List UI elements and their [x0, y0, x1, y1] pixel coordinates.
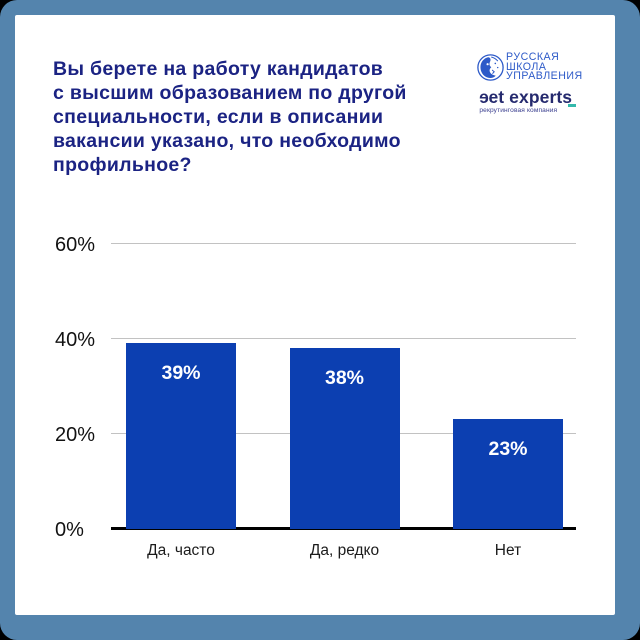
- bar-value-label-1: 39%: [161, 361, 201, 384]
- category-label-1: Да, часто: [147, 541, 215, 559]
- category-label-3: Нет: [494, 541, 522, 559]
- y-tick-label-0: 0%: [55, 519, 84, 541]
- bar-3: 23%: [453, 419, 563, 529]
- getexperts-tagline: рекрутинговая компания: [479, 107, 558, 115]
- gridline-40: [111, 338, 576, 339]
- rshu-wordmark-line: ШКОЛА: [506, 60, 547, 73]
- bar-value-label-3: 23%: [488, 437, 528, 460]
- bar-value-label-2: 38%: [324, 366, 365, 389]
- y-tick-label-60: 60%: [55, 234, 96, 256]
- rshu-wordmark-line: РУССКАЯ: [506, 51, 560, 63]
- chart-question-title: Вы берете на работу кандидатов с высшим о…: [53, 57, 473, 177]
- gridline-60: [111, 243, 576, 244]
- title-line: профильное?: [53, 153, 192, 176]
- getexperts-logo: eet experts рекрутинговая компания: [478, 86, 576, 114]
- y-tick-label-40: 40%: [55, 329, 96, 351]
- getexperts-underscore: [567, 104, 576, 107]
- bar-chart: 0% 20% 40% 60% 39% Да, часто 38% Да, редко 23% Не…: [15, 15, 615, 615]
- bar-1: 39%: [126, 343, 236, 529]
- title-line: Вы берете на работу кандидатов: [53, 57, 384, 80]
- y-tick-label-20: 20%: [55, 424, 96, 446]
- infographic-card: Вы берете на работу кандидатов с высшим о…: [15, 15, 615, 615]
- rshu-wordmark: РУССКАЯ ШКОЛА УПРАВЛЕНИЯ: [506, 51, 583, 82]
- category-label-2: Да, редко: [309, 541, 380, 559]
- lion-in-circle-icon: [477, 54, 504, 81]
- title-line: с высшим образованием по другой: [53, 81, 407, 104]
- x-axis-line: [111, 527, 576, 530]
- title-line: вакансии указано, что необходимо: [53, 129, 401, 152]
- getexperts-wordmark: eet experts: [478, 86, 573, 107]
- bar-2: 38%: [289, 348, 400, 529]
- title-line: специальности, если в описании: [53, 105, 384, 128]
- rshu-wordmark-line: УПРАВЛЕНИЯ: [506, 70, 583, 82]
